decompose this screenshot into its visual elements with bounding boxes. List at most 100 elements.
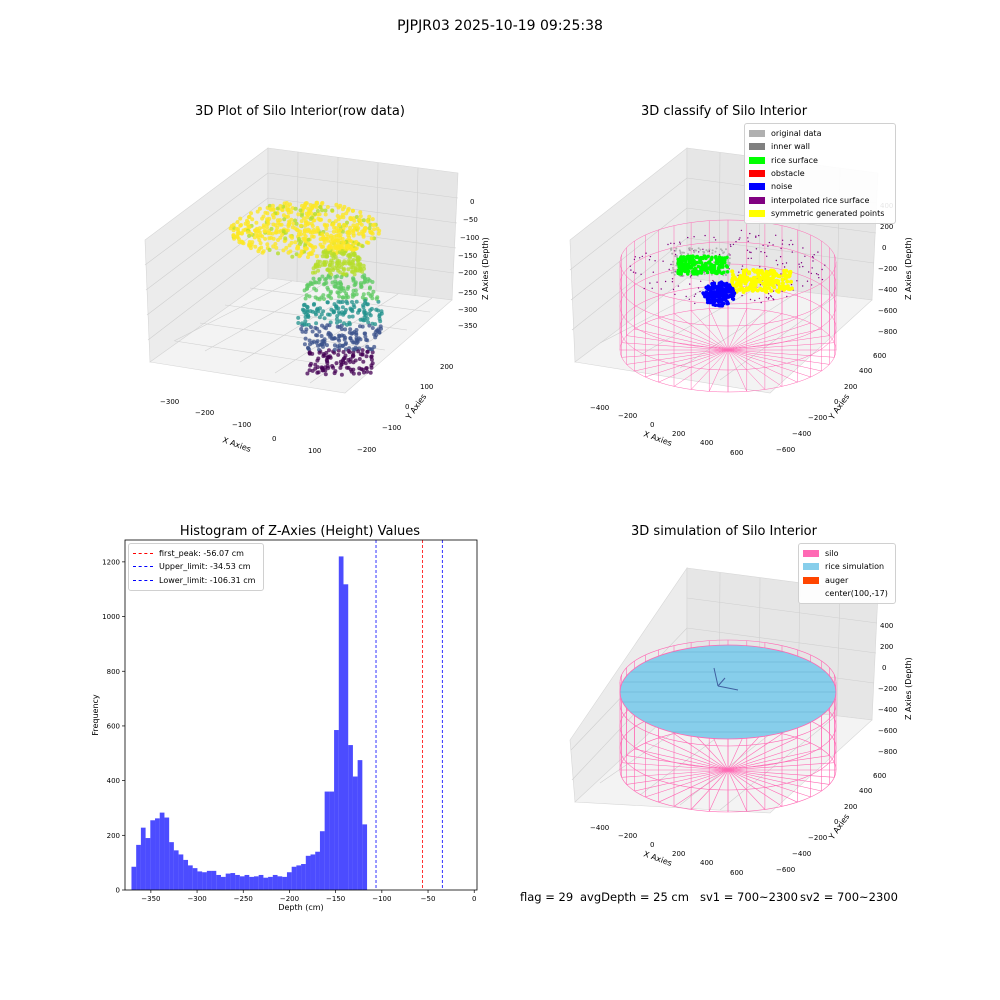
symmetric-point <box>766 286 771 290</box>
scatter-point <box>352 252 357 257</box>
scatter-point <box>325 300 330 305</box>
histogram-bar <box>343 584 349 890</box>
y-tick-label: 200 <box>844 803 857 811</box>
scatter-point <box>316 262 321 267</box>
noise-point <box>718 292 722 296</box>
x-tick-label: 0 <box>650 421 654 429</box>
scatter-point <box>362 276 367 281</box>
scatter-point <box>347 244 352 248</box>
histogram-bar <box>131 866 137 890</box>
histogram-bar <box>244 874 250 890</box>
original-point <box>711 252 714 255</box>
interpolated-point <box>674 253 677 256</box>
silo-spoke <box>621 762 729 771</box>
scatter-point <box>377 330 382 335</box>
scatter-point <box>334 317 339 322</box>
interpolated-point <box>759 266 761 268</box>
panel1-3d-axes: −300 −200 −100 0 100 −200 −100 0 100 200… <box>144 147 490 455</box>
scatter-point <box>303 330 308 334</box>
interpolated-point <box>779 256 782 258</box>
legend-item: rice simulation <box>803 560 891 573</box>
rice-surface-point <box>698 258 702 262</box>
scatter-point <box>325 359 330 364</box>
interpolated-point <box>818 277 820 279</box>
scatter-point <box>358 324 362 329</box>
interpolated-point <box>688 298 690 300</box>
y-tick-label: 100 <box>420 383 433 391</box>
silo-spoke <box>708 308 729 351</box>
silo-spoke <box>690 349 729 390</box>
scatter-point <box>286 214 290 219</box>
scatter-point <box>241 228 246 233</box>
rice-surface-point <box>701 263 705 268</box>
scatter-point <box>298 208 303 213</box>
legend-item: silo <box>803 547 891 560</box>
scatter-point <box>342 337 347 342</box>
scatter-point <box>335 314 340 318</box>
scatter-point <box>245 218 249 223</box>
symmetric-point <box>754 269 759 274</box>
interpolated-point <box>673 242 675 245</box>
scatter-point <box>323 212 328 217</box>
interpolated-point <box>812 257 814 259</box>
z-tick-label: 200 <box>880 643 893 651</box>
scatter-point <box>264 225 269 230</box>
histogram-bar <box>235 874 240 890</box>
symmetric-point <box>735 288 739 293</box>
x-axis-label: X Axies <box>221 435 252 454</box>
silo-spoke <box>708 769 729 812</box>
x-tick-label: −200 <box>618 412 637 420</box>
interpolated-point <box>698 251 700 253</box>
interpolated-point <box>630 269 632 271</box>
scatter-point <box>256 229 261 233</box>
scatter-point <box>366 291 371 296</box>
scatter-point <box>309 361 313 366</box>
interpolated-point <box>767 298 769 300</box>
symmetric-point <box>773 280 778 285</box>
z-tick-label: −50 <box>463 216 478 224</box>
scatter-point <box>349 216 354 221</box>
scatter-point <box>342 241 347 245</box>
interpolated-point <box>765 296 767 299</box>
histogram-bar <box>319 831 325 890</box>
legend-label: rice simulation <box>825 562 885 572</box>
silo-spoke <box>634 769 729 792</box>
scatter-point <box>337 294 342 299</box>
histogram-bar <box>211 870 217 890</box>
scatter-point <box>329 272 334 277</box>
scatter-point <box>338 365 343 370</box>
histogram-bar <box>206 870 212 890</box>
interpolated-point <box>633 258 636 261</box>
legend-label: silo <box>825 549 839 559</box>
scatter-point <box>234 226 239 231</box>
legend-item: inner wall <box>749 140 891 153</box>
silo-spoke <box>727 769 748 812</box>
scatter-point <box>346 358 351 362</box>
interpolated-point <box>670 242 672 244</box>
scatter-point <box>324 350 329 355</box>
legend-item: original data <box>749 127 891 140</box>
scatter-point <box>358 210 363 215</box>
symmetric-point <box>751 275 756 280</box>
scatter-point <box>315 339 320 344</box>
scatter-point <box>353 358 358 363</box>
scatter-point <box>296 246 301 251</box>
silo-spoke <box>621 349 729 358</box>
scatter-point <box>315 365 320 370</box>
scatter-point <box>275 225 280 230</box>
noise-point <box>724 284 729 289</box>
interpolated-point <box>764 251 766 254</box>
scatter-point <box>355 268 360 273</box>
interpolated-point <box>740 229 743 232</box>
scatter-point <box>323 208 328 213</box>
scatter-point <box>313 325 318 330</box>
scatter-point <box>288 249 293 254</box>
scatter-point <box>337 338 342 343</box>
y-tick-label: −400 <box>792 850 811 858</box>
scatter-point <box>298 223 303 228</box>
scatter-point <box>357 357 362 361</box>
histogram-bar <box>225 873 231 890</box>
scatter-point <box>341 266 346 271</box>
scatter-point <box>309 243 314 248</box>
interpolated-point <box>781 239 784 241</box>
